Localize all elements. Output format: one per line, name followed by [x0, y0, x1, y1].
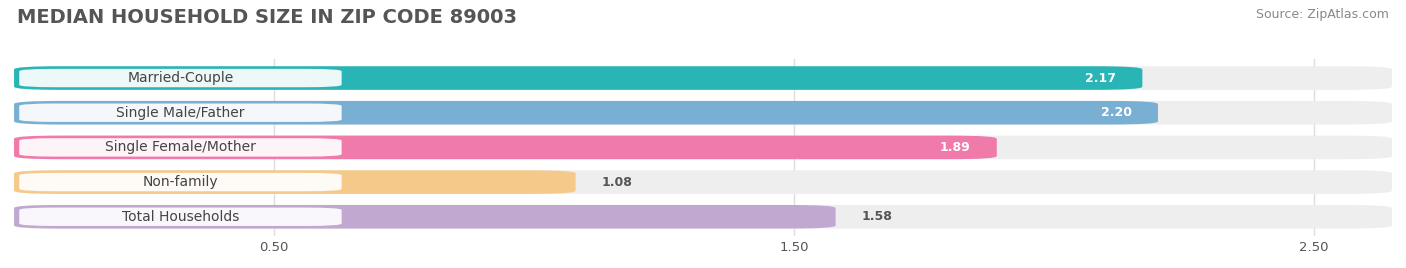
FancyBboxPatch shape — [14, 136, 997, 159]
Text: Single Male/Father: Single Male/Father — [117, 106, 245, 120]
FancyBboxPatch shape — [14, 205, 835, 229]
FancyBboxPatch shape — [20, 208, 342, 226]
Text: Single Female/Mother: Single Female/Mother — [105, 140, 256, 154]
Text: Source: ZipAtlas.com: Source: ZipAtlas.com — [1256, 8, 1389, 21]
Text: MEDIAN HOUSEHOLD SIZE IN ZIP CODE 89003: MEDIAN HOUSEHOLD SIZE IN ZIP CODE 89003 — [17, 8, 517, 27]
FancyBboxPatch shape — [14, 66, 1142, 90]
FancyBboxPatch shape — [20, 69, 342, 87]
Text: Total Households: Total Households — [122, 210, 239, 224]
Text: Non-family: Non-family — [142, 175, 218, 189]
FancyBboxPatch shape — [14, 170, 575, 194]
Text: 2.20: 2.20 — [1101, 106, 1132, 119]
FancyBboxPatch shape — [14, 66, 1392, 90]
FancyBboxPatch shape — [14, 136, 1392, 159]
Text: Married-Couple: Married-Couple — [128, 71, 233, 85]
Text: 1.58: 1.58 — [862, 210, 893, 223]
FancyBboxPatch shape — [20, 138, 342, 157]
FancyBboxPatch shape — [20, 103, 342, 122]
FancyBboxPatch shape — [14, 101, 1392, 125]
FancyBboxPatch shape — [14, 170, 1392, 194]
Text: 1.89: 1.89 — [941, 141, 970, 154]
FancyBboxPatch shape — [14, 101, 1159, 125]
Text: 2.17: 2.17 — [1085, 72, 1116, 84]
FancyBboxPatch shape — [20, 173, 342, 191]
Text: 1.08: 1.08 — [602, 176, 633, 189]
FancyBboxPatch shape — [14, 205, 1392, 229]
